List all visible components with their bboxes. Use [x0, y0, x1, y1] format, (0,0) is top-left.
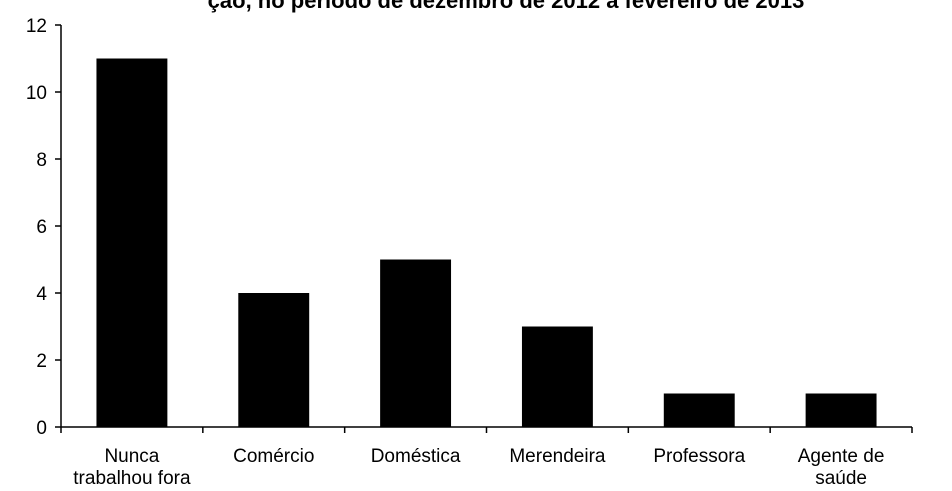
x-category-label: Comércio — [233, 446, 314, 467]
bar — [663, 393, 735, 427]
x-category-label-line: trabalhou fora — [73, 468, 191, 489]
x-category-label-line: Merendeira — [509, 446, 606, 467]
x-category-label-line: Comércio — [233, 446, 314, 467]
bars-group — [96, 58, 877, 427]
y-tick-label: 2 — [36, 351, 47, 372]
y-tick-label: 12 — [26, 16, 47, 37]
x-category-label-line: saúde — [815, 468, 867, 489]
chart-title: ção, no período de dezembro de 2012 a fe… — [208, 0, 805, 13]
bar — [521, 326, 593, 427]
x-category-label-line: Professora — [653, 446, 745, 467]
bar — [805, 393, 877, 427]
bar — [96, 58, 168, 427]
y-axis: 0 2 4 6 8 10 12 — [26, 16, 62, 439]
x-category-label-line: Doméstica — [371, 446, 461, 467]
x-category-label: Merendeira — [509, 446, 606, 467]
bar — [238, 293, 310, 427]
y-tick-label: 4 — [36, 284, 47, 305]
x-category-label: Nunca trabalhou fora — [73, 446, 191, 489]
x-category-label: Agente de saúde — [798, 446, 885, 489]
y-tick-label: 10 — [26, 83, 47, 104]
x-axis: Nunca trabalhou fora Comércio Doméstica Mere… — [60, 426, 913, 489]
x-category-label: Doméstica — [371, 446, 461, 467]
y-tick-label: 8 — [36, 150, 47, 171]
y-tick-label: 6 — [36, 217, 47, 238]
x-category-label-line: Nunca — [104, 446, 159, 467]
y-tick-label: 0 — [36, 418, 47, 439]
x-category-label: Professora — [653, 446, 745, 467]
bar — [380, 259, 452, 427]
x-category-label-line: Agente de — [798, 446, 885, 467]
